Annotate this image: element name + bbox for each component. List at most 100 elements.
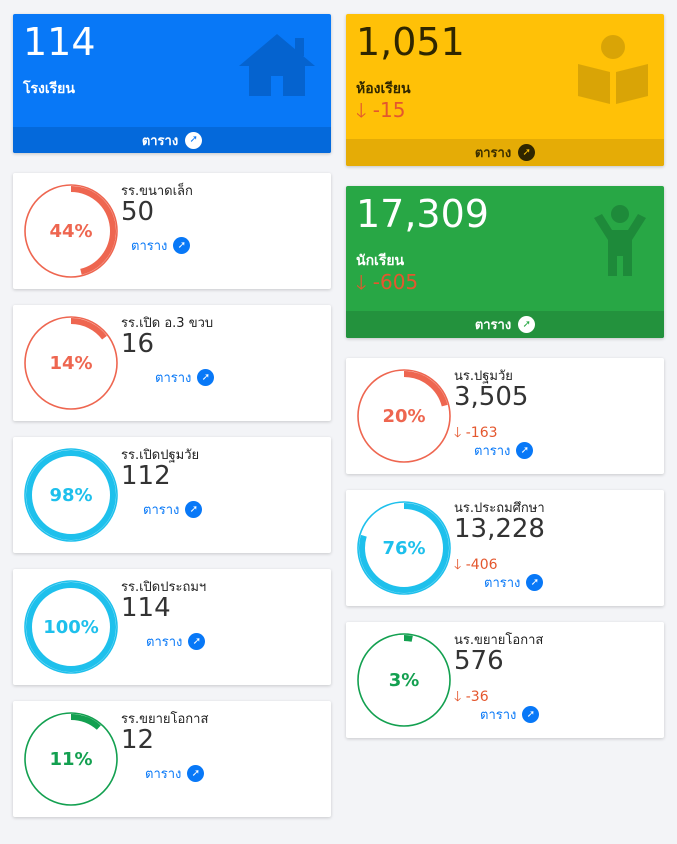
card-value: 50 [121,197,155,227]
card-change: 🡓 -36 [454,686,489,710]
child-icon [592,204,648,282]
students-table-link-label: ตาราง [474,318,512,333]
card-table-link-label: ตาราง [131,239,168,254]
progress-arc [26,582,116,672]
card-table-link-label: ตาราง [146,635,183,650]
stat-card: 14% รร.เปิด อ.3 ขวบ 16 ตาราง ➚ [13,305,331,421]
arrow-circle-icon: ➚ [187,765,205,782]
arrow-down-icon: 🡓 [356,270,367,294]
right-column: 1,051 ห้องเรียน 🡓 -15 ตาราง ➚ 17,309 นัก… [346,14,664,738]
schools-summary-tile: 114 โรงเรียน ตาราง ➚ [13,14,331,153]
classrooms-count: 1,051 [356,20,465,64]
arrow-circle-icon: ➚ [185,501,203,518]
card-table-link-label: ตาราง [484,576,521,591]
card-table-link-label: ตาราง [155,371,192,386]
students-label: นักเรียน [356,253,405,269]
stat-card: 98% รร.เปิดปฐมวัย 112 ตาราง ➚ [13,437,331,553]
card-table-link[interactable]: ตาราง ➚ [474,440,534,461]
card-table-link[interactable]: ตาราง ➚ [146,631,206,652]
arrow-down-icon: 🡓 [454,425,462,441]
schools-label: โรงเรียน [23,81,75,97]
schools-table-link-label: ตาราง [141,133,179,149]
card-table-link-label: ตาราง [474,444,511,459]
card-table-link-label: ตาราง [145,767,182,782]
card-title: รร.เปิดปฐมวัย [121,448,200,463]
students-table-link[interactable]: ตาราง ➚ [346,311,664,338]
card-title: รร.เปิดประถมฯ [121,580,207,595]
card-table-link-label: ตาราง [143,503,180,518]
progress-arc [26,318,116,408]
arrow-down-icon: 🡓 [454,689,462,705]
arrow-circle-icon: ➚ [526,574,544,591]
progress-arc [26,450,116,540]
percent-ring: 100% [23,579,119,675]
card-value: 13,228 [454,514,545,544]
card-table-link[interactable]: ตาราง ➚ [145,763,205,784]
arrow-circle-icon: ➚ [518,316,536,333]
progress-arc [359,503,449,593]
card-change-value: -163 [465,425,498,441]
classrooms-summary-tile: 1,051 ห้องเรียน 🡓 -15 ตาราง ➚ [346,14,664,166]
card-title: รร.ขนาดเล็ก [121,184,193,199]
card-table-link[interactable]: ตาราง ➚ [480,704,540,725]
percent-ring: 11% [23,711,119,807]
students-delta: 🡓 -605 [356,268,418,302]
card-value: 112 [121,461,171,491]
stat-card: 11% รร.ขยายโอกาส 12 ตาราง ➚ [13,701,331,817]
arrow-circle-icon: ➚ [516,442,534,459]
schools-table-link[interactable]: ตาราง ➚ [13,127,331,153]
card-value: 3,505 [454,382,529,412]
percent-label: 3% [388,669,420,691]
classrooms-table-link[interactable]: ตาราง ➚ [346,139,664,166]
percent-ring: 44% [23,183,119,279]
card-table-link[interactable]: ตาราง ➚ [143,499,203,520]
card-change-value: -406 [465,557,498,573]
card-value: 12 [121,725,155,755]
percent-label: 76% [382,537,426,559]
house-icon [237,32,317,102]
card-table-link[interactable]: ตาราง ➚ [484,572,544,593]
arrow-down-icon: 🡓 [454,557,462,573]
classrooms-table-link-label: ตาราง [474,146,512,161]
progress-arc [359,635,449,725]
stat-card: 76% นร.ประถมศึกษา 13,228 🡓 -406 ตาราง ➚ [346,490,664,606]
arrow-circle-icon: ➚ [173,237,191,254]
percent-ring: 3% [356,632,452,728]
arrow-circle-icon: ➚ [185,131,203,149]
students-delta-value: -605 [372,270,419,294]
arrow-circle-icon: ➚ [518,144,536,161]
classrooms-delta-value: -15 [372,98,406,122]
card-change: 🡓 -406 [454,554,498,578]
arrow-down-icon: 🡓 [356,98,367,122]
card-title: นร.ปฐมวัย [454,369,513,384]
book-reader-icon [576,34,650,110]
card-table-link-label: ตาราง [480,708,517,723]
card-title: รร.เปิด อ.3 ขวบ [121,316,214,331]
card-title: นร.ประถมศึกษา [454,501,545,516]
schools-count: 114 [23,20,96,64]
progress-arc [359,371,449,461]
classrooms-delta: 🡓 -15 [356,96,405,130]
percent-ring: 14% [23,315,119,411]
card-table-link[interactable]: ตาราง ➚ [131,235,191,256]
card-title: นร.ขยายโอกาส [454,633,544,648]
percent-ring: 98% [23,447,119,543]
percent-label: 14% [49,352,93,374]
stat-card: 100% รร.เปิดประถมฯ 114 ตาราง ➚ [13,569,331,685]
stat-card: 3% นร.ขยายโอกาส 576 🡓 -36 ตาราง ➚ [346,622,664,738]
left-column: 114 โรงเรียน ตาราง ➚ 44% รร.ขนาดเล็ก 50 ตาร… [13,14,331,817]
card-value: 16 [121,329,155,359]
card-table-link[interactable]: ตาราง ➚ [155,367,215,388]
percent-label: 11% [49,748,93,770]
card-change: 🡓 -163 [454,422,498,446]
progress-arc [26,186,116,276]
percent-label: 44% [49,220,93,242]
arrow-circle-icon: ➚ [522,706,540,723]
progress-arc [26,714,116,804]
card-value: 576 [454,646,504,676]
percent-ring: 76% [356,500,452,596]
card-title: รร.ขยายโอกาส [121,712,209,727]
percent-label: 98% [49,484,93,506]
percent-label: 20% [382,405,426,427]
students-summary-tile: 17,309 นักเรียน 🡓 -605 ตาราง ➚ [346,186,664,338]
